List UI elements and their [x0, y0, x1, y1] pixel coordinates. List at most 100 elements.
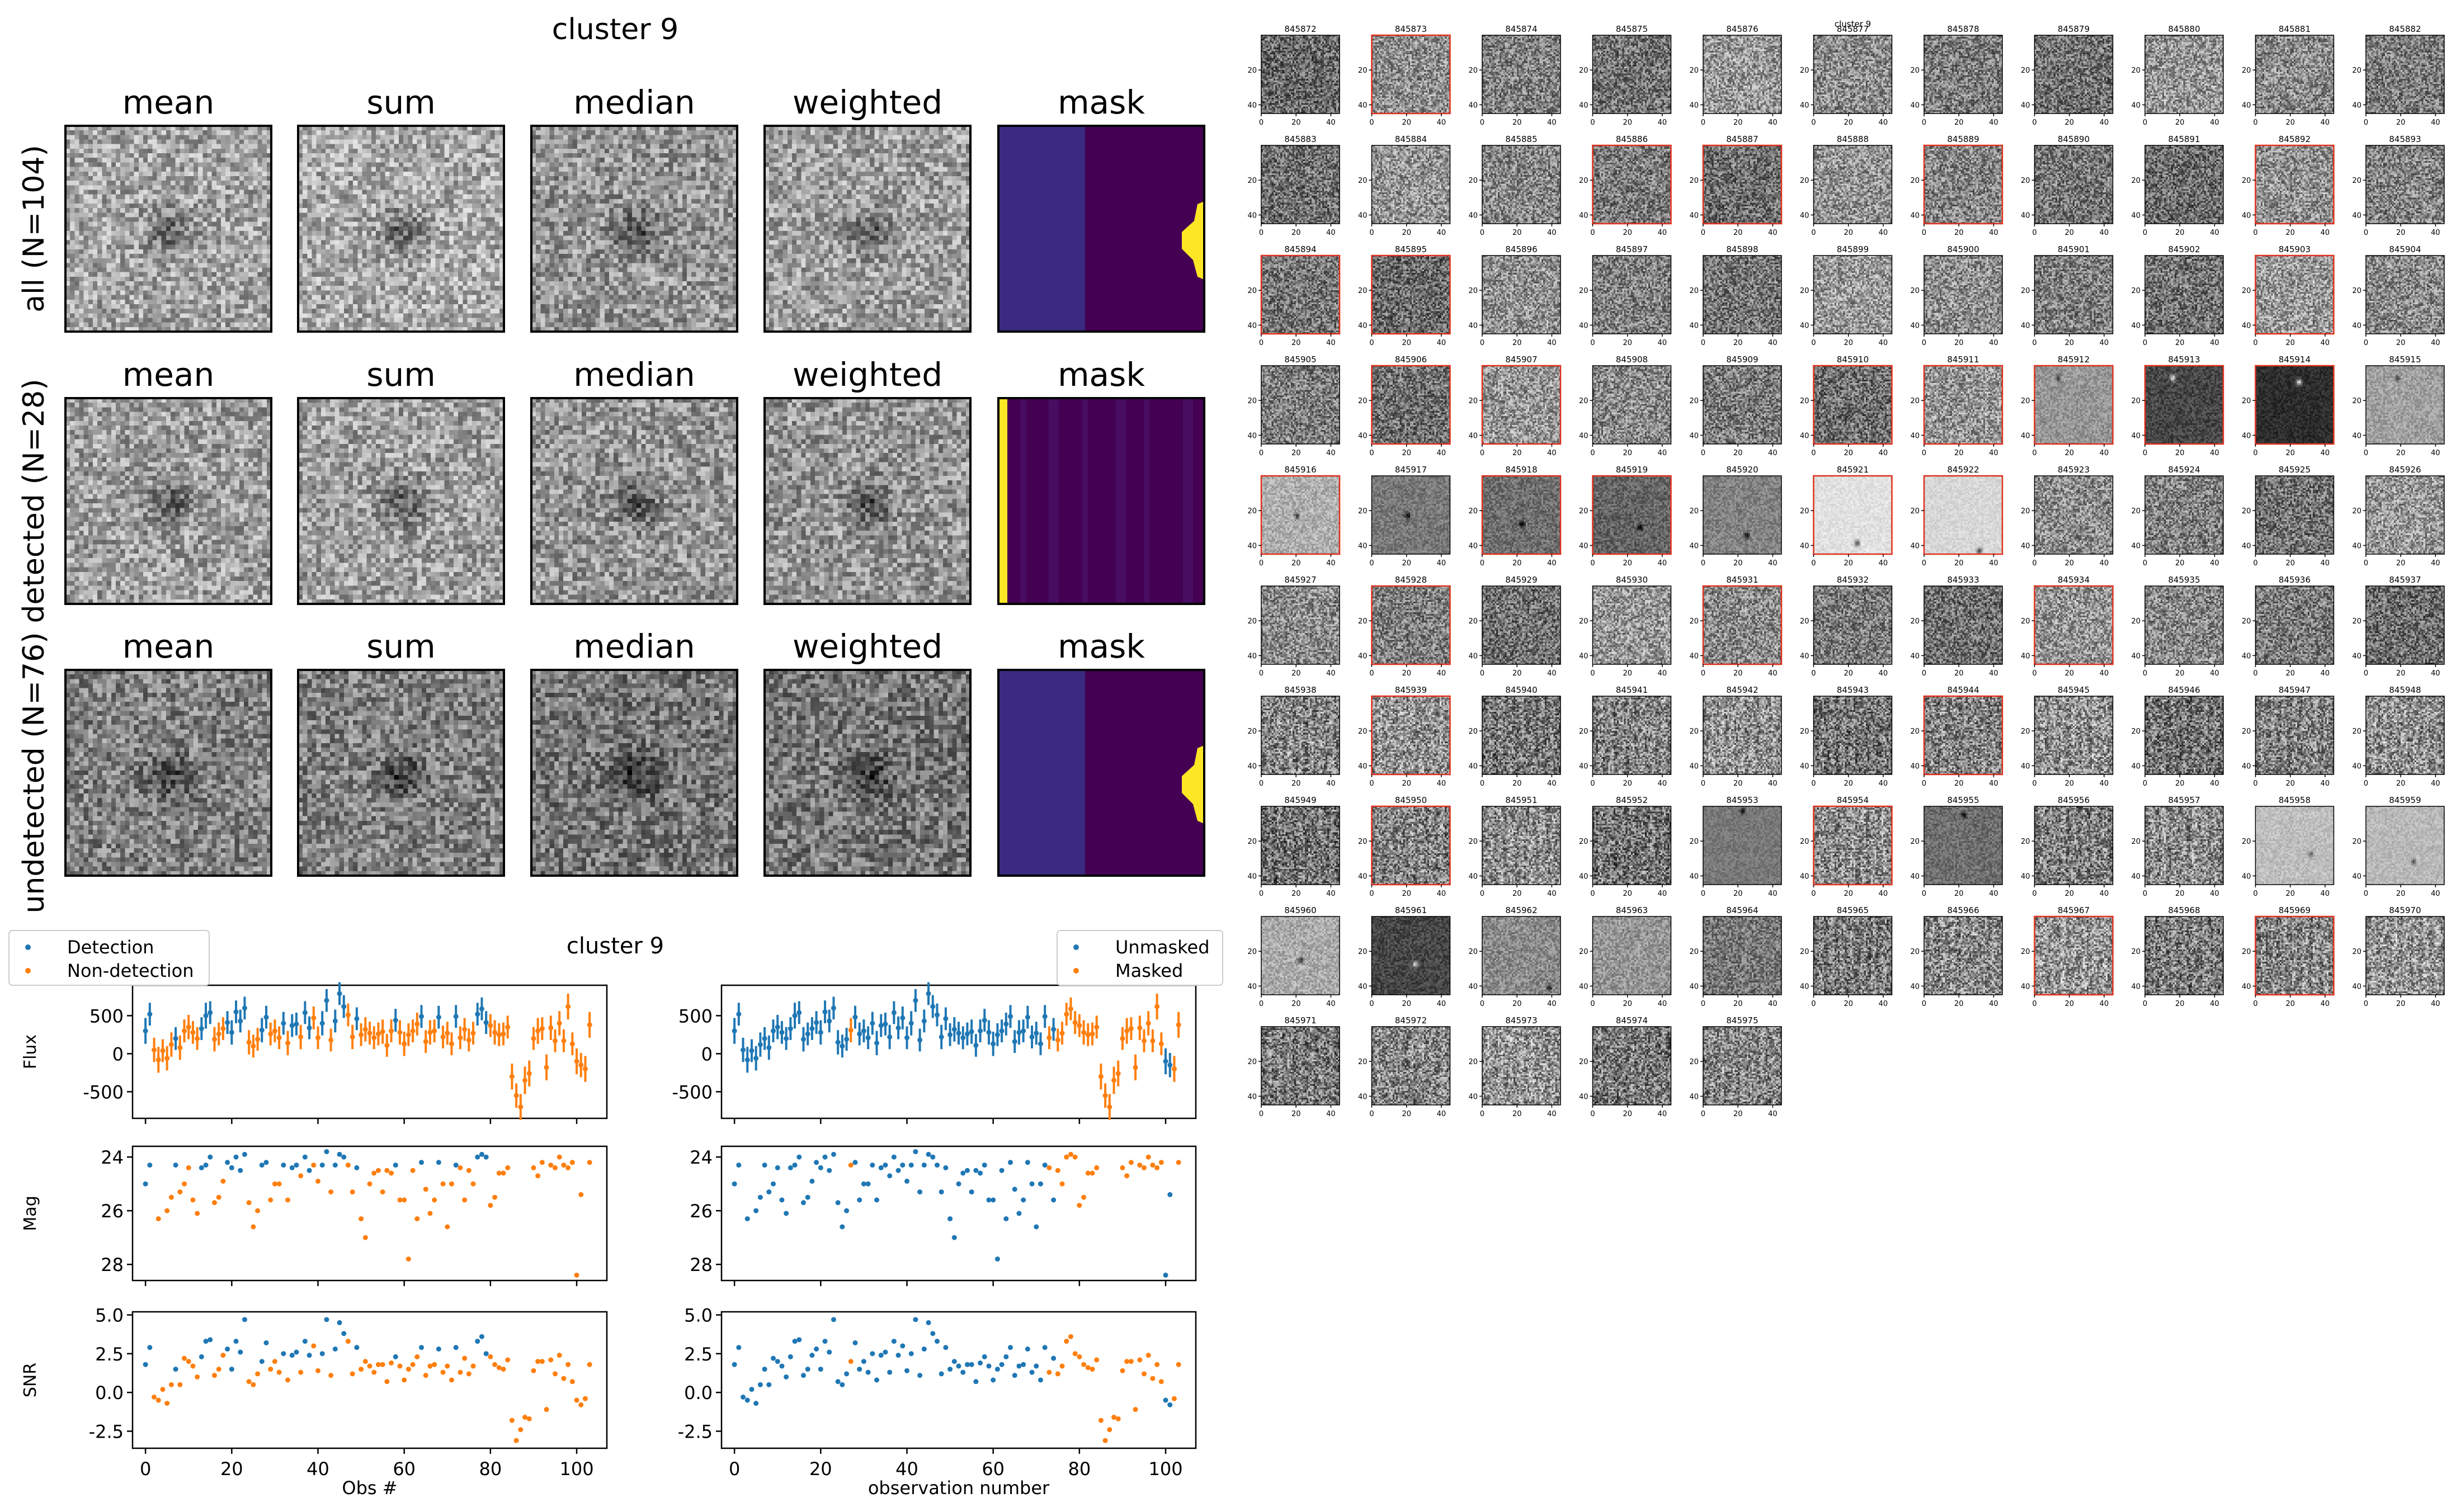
thumbnail-x-tick: 20: [2396, 119, 2406, 127]
x-tick-label: 20: [809, 1458, 832, 1480]
thumbnail-image: [1703, 256, 1781, 334]
data-point: [1176, 1160, 1181, 1165]
thumbnail-y-tick: 40: [1468, 211, 1478, 220]
data-point: [1163, 1272, 1168, 1278]
data-point: [345, 1339, 351, 1344]
data-point: [216, 1031, 221, 1037]
thumbnail-x-tick: 40: [1437, 890, 1446, 898]
thumbnail-x-tick: 40: [2321, 779, 2330, 788]
data-point: [1167, 1192, 1173, 1197]
data-point: [1016, 1029, 1022, 1035]
thumbnail-label: 845879: [2058, 24, 2090, 34]
thumbnail-x-tick: 0: [1369, 559, 1374, 568]
data-point: [436, 1014, 441, 1020]
thumbnail-x-tick: 40: [2431, 119, 2440, 127]
thumbnail-image: [1924, 366, 2002, 444]
data-point: [960, 1369, 966, 1375]
data-point: [1042, 1014, 1048, 1019]
data-point: [569, 1379, 575, 1385]
thumbnail-y-tick: 40: [1358, 762, 1368, 771]
data-point: [934, 1163, 940, 1168]
thumbnail-x-tick: 0: [1811, 119, 1816, 127]
thumbnail-label: 845931: [1726, 575, 1758, 585]
thumbnail-x-tick: 40: [2431, 229, 2440, 237]
data-point: [332, 1346, 338, 1352]
thumbnail-y-tick: 20: [2242, 67, 2251, 75]
data-point: [930, 1331, 936, 1336]
thumbnail-label: 845895: [1395, 244, 1427, 254]
thumbnail-label: 845873: [1395, 24, 1427, 34]
thumbnail-x-tick: 0: [2253, 1000, 2257, 1008]
data-point: [766, 1189, 772, 1195]
thumbnail-x-tick: 0: [1590, 1000, 1595, 1008]
data-point: [926, 1320, 931, 1325]
thumbnail-label: 845904: [2389, 244, 2421, 254]
data-point: [1034, 1031, 1039, 1036]
stamp-column-title: sum: [366, 627, 435, 665]
stamp-column-title: weighted: [793, 356, 942, 394]
data-point: [865, 1181, 871, 1187]
thumbnail-image: [2145, 586, 2223, 664]
data-point: [341, 1004, 347, 1009]
stamp-frame: [530, 669, 738, 877]
thumbnail-y-tick: 40: [2021, 982, 2030, 991]
data-point: [513, 1438, 519, 1443]
data-point: [328, 1373, 334, 1378]
data-point: [509, 1074, 515, 1079]
data-point: [367, 1363, 373, 1369]
stamp-image: [65, 398, 271, 604]
data-point: [350, 1189, 355, 1195]
thumbnail-x-tick: 20: [2285, 1000, 2295, 1008]
thumbnail-label: 845948: [2389, 685, 2421, 695]
data-point: [453, 1345, 459, 1350]
thumbnail-x-tick: 0: [2364, 669, 2368, 678]
data-point: [203, 1163, 209, 1168]
thumbnail-y-tick: 20: [1910, 397, 1920, 405]
thumbnail-x-tick: 0: [1480, 229, 1484, 237]
stamp-image: [298, 398, 504, 604]
thumbnail-x-tick: 0: [1259, 890, 1263, 898]
thumbnail-x-tick: 40: [1768, 669, 1778, 678]
thumbnail-y-tick: 40: [2242, 211, 2251, 220]
thumbnail-y-tick: 20: [1689, 507, 1699, 516]
data-point: [285, 1040, 291, 1046]
y-tick-label: 28: [690, 1254, 713, 1275]
data-point: [1094, 1357, 1100, 1363]
data-point: [155, 1057, 161, 1062]
thumbnail-y-tick: 20: [1579, 507, 1588, 516]
y-tick-label: 0: [701, 1043, 713, 1065]
thumbnail-image: [1703, 1027, 1781, 1105]
thumbnail-y-tick: 40: [2242, 652, 2251, 660]
thumbnail-y-tick: 40: [2242, 101, 2251, 110]
stamp-image: [65, 126, 271, 332]
data-point: [792, 1339, 798, 1344]
thumbnail-x-tick: 20: [2064, 339, 2074, 347]
data-point: [1038, 1041, 1043, 1047]
data-point: [492, 1029, 498, 1035]
data-point: [458, 1369, 463, 1375]
data-point: [414, 1216, 420, 1222]
thumbnail-image: [1592, 586, 1671, 664]
y-tick-label: 26: [101, 1201, 124, 1222]
data-point: [173, 1367, 178, 1372]
data-point: [359, 1032, 364, 1037]
thumbnail-x-tick: 0: [1259, 559, 1263, 568]
stamp-frame: [997, 125, 1205, 333]
thumbnail-x-tick: 20: [2175, 119, 2185, 127]
thumbnail-label: 845883: [1284, 134, 1316, 144]
data-point: [956, 1181, 961, 1187]
thumbnail-x-tick: 40: [2431, 449, 2440, 457]
data-point: [991, 1197, 996, 1203]
thumbnail-x-tick: 0: [2364, 779, 2368, 788]
data-point: [900, 1163, 906, 1168]
data-point: [345, 1012, 351, 1018]
thumbnail-y-tick: 20: [1579, 838, 1588, 846]
data-point: [861, 1181, 866, 1187]
thumbnail-image: [1482, 366, 1560, 444]
data-point: [509, 1418, 515, 1423]
